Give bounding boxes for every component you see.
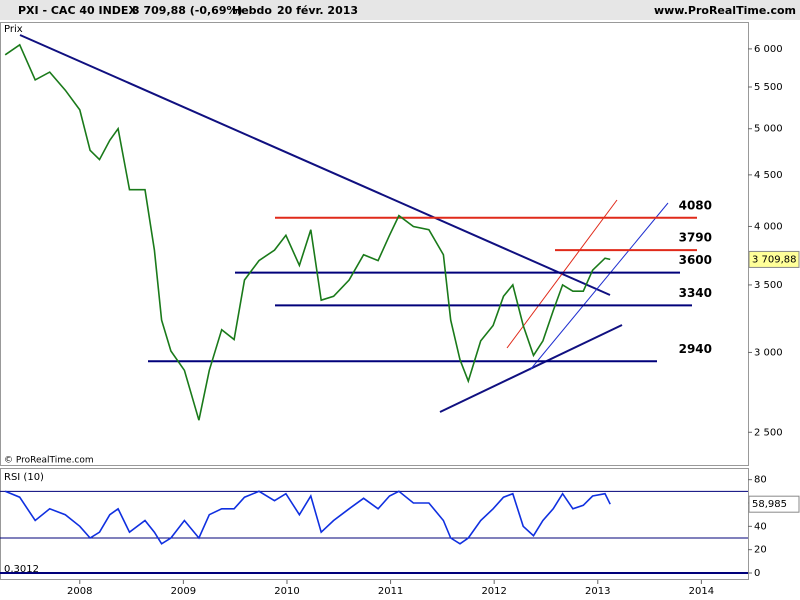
series-line xyxy=(4,490,611,545)
y-tick-label: 40 xyxy=(754,521,767,532)
chart-title: PXI - CAC 40 INDEX xyxy=(18,4,137,17)
x-tick-label: 2009 xyxy=(171,586,196,597)
y-tick-label: 5 000 xyxy=(754,124,783,135)
trendline xyxy=(19,34,611,296)
rsi-panel xyxy=(0,468,749,580)
y-tick-label: 3 500 xyxy=(754,280,783,291)
y-tick-label: 6 000 xyxy=(754,44,783,55)
x-tick-label: 2010 xyxy=(274,586,299,597)
last-value-label: 3 709,88 xyxy=(752,254,797,265)
chart-subtitle: 3 709,88 (-0,69%) xyxy=(132,4,243,17)
price-panel xyxy=(0,22,749,466)
y-tick-label: 3 000 xyxy=(754,347,783,358)
y-tick-label: 80 xyxy=(754,475,767,486)
series-line xyxy=(4,43,611,421)
level-label: 3340 xyxy=(679,286,712,300)
trendline xyxy=(506,199,618,349)
y-tick-label: 0 xyxy=(754,568,760,579)
level-label: 3790 xyxy=(679,231,712,245)
rsi-note: 0,3012 xyxy=(4,564,39,575)
x-tick-label: 2011 xyxy=(378,586,403,597)
rsi-title: RSI (10) xyxy=(4,472,44,483)
last-value-box xyxy=(748,495,800,513)
trendlines xyxy=(19,34,669,413)
y-tick-label: 4 000 xyxy=(754,221,783,232)
x-tick-label: 2012 xyxy=(481,586,506,597)
level-label: 3600 xyxy=(679,253,712,267)
level-label: 4080 xyxy=(679,198,712,212)
x-tick-label: 2013 xyxy=(585,586,610,597)
period: Hebdo xyxy=(232,4,272,17)
y-tick-label: 20 xyxy=(754,545,767,556)
x-tick-label: 2014 xyxy=(689,586,714,597)
y-tick-label: 2 500 xyxy=(754,427,783,438)
last-value-label: 58,985 xyxy=(752,499,787,510)
level-label: 2940 xyxy=(679,342,712,356)
y-tick-label: 5 500 xyxy=(754,82,783,93)
copyright: © ProRealTime.com xyxy=(4,456,94,466)
y-axis-label: Prix xyxy=(4,24,23,35)
x-tick-label: 2008 xyxy=(67,586,92,597)
date: 20 févr. 2013 xyxy=(277,4,358,17)
trendline xyxy=(529,202,669,371)
last-value-box xyxy=(748,250,800,268)
source: www.ProRealTime.com xyxy=(654,4,796,17)
y-tick-label: 4 500 xyxy=(754,170,783,181)
title-bar xyxy=(0,0,800,20)
